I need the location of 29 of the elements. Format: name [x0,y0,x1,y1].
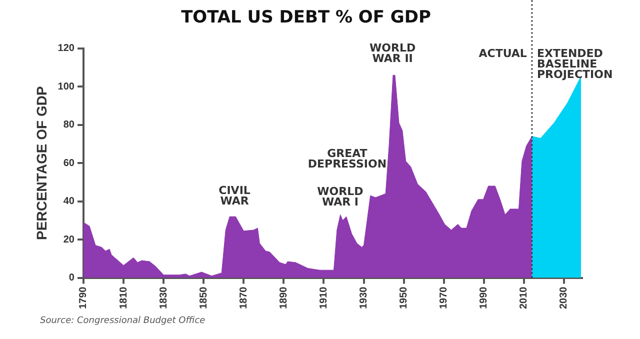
y-axis-title: PERCENTAGE OF GDP [33,86,50,240]
x-tick-label: 1990 [478,286,490,310]
x-tick-label: 1930 [358,286,370,310]
x-tick-label: 1970 [438,286,450,310]
y-tick-label: 120 [58,43,75,54]
annotation: ACTUAL [478,46,527,60]
annotation: WORLD WAR II [370,42,416,66]
y-tick-label: 0 [68,272,75,284]
x-tick-label: 1830 [158,286,170,310]
x-tick-label: 1810 [118,286,130,310]
annotation: CIVIL WAR [218,184,250,208]
annotation: GREAT DEPRESSION [308,146,387,170]
y-tick-label: 20 [63,234,75,246]
y-tick-label: 60 [63,158,75,169]
x-tick-label: 1850 [198,286,210,310]
x-tick-label: 2030 [558,286,570,310]
x-tick-label: 1890 [278,286,290,310]
annotation: EXTENDED BASELINE PROJECTION [536,46,613,81]
y-tick-label: 100 [58,81,75,92]
y-tick-label: 40 [63,196,75,208]
x-tick-label: 2010 [518,286,530,310]
y-tick-label: 80 [63,120,75,131]
x-tick-label: 1870 [238,286,250,310]
x-tick-label: 1910 [318,286,330,310]
x-tick-label: 1790 [78,286,90,310]
chart-title: TOTAL US DEBT % OF GDP [181,8,431,28]
x-tick-label: 1950 [398,286,410,310]
annotation: WORLD WAR I [317,185,364,209]
source-note: Source: Congressional Budget Office [40,316,206,326]
